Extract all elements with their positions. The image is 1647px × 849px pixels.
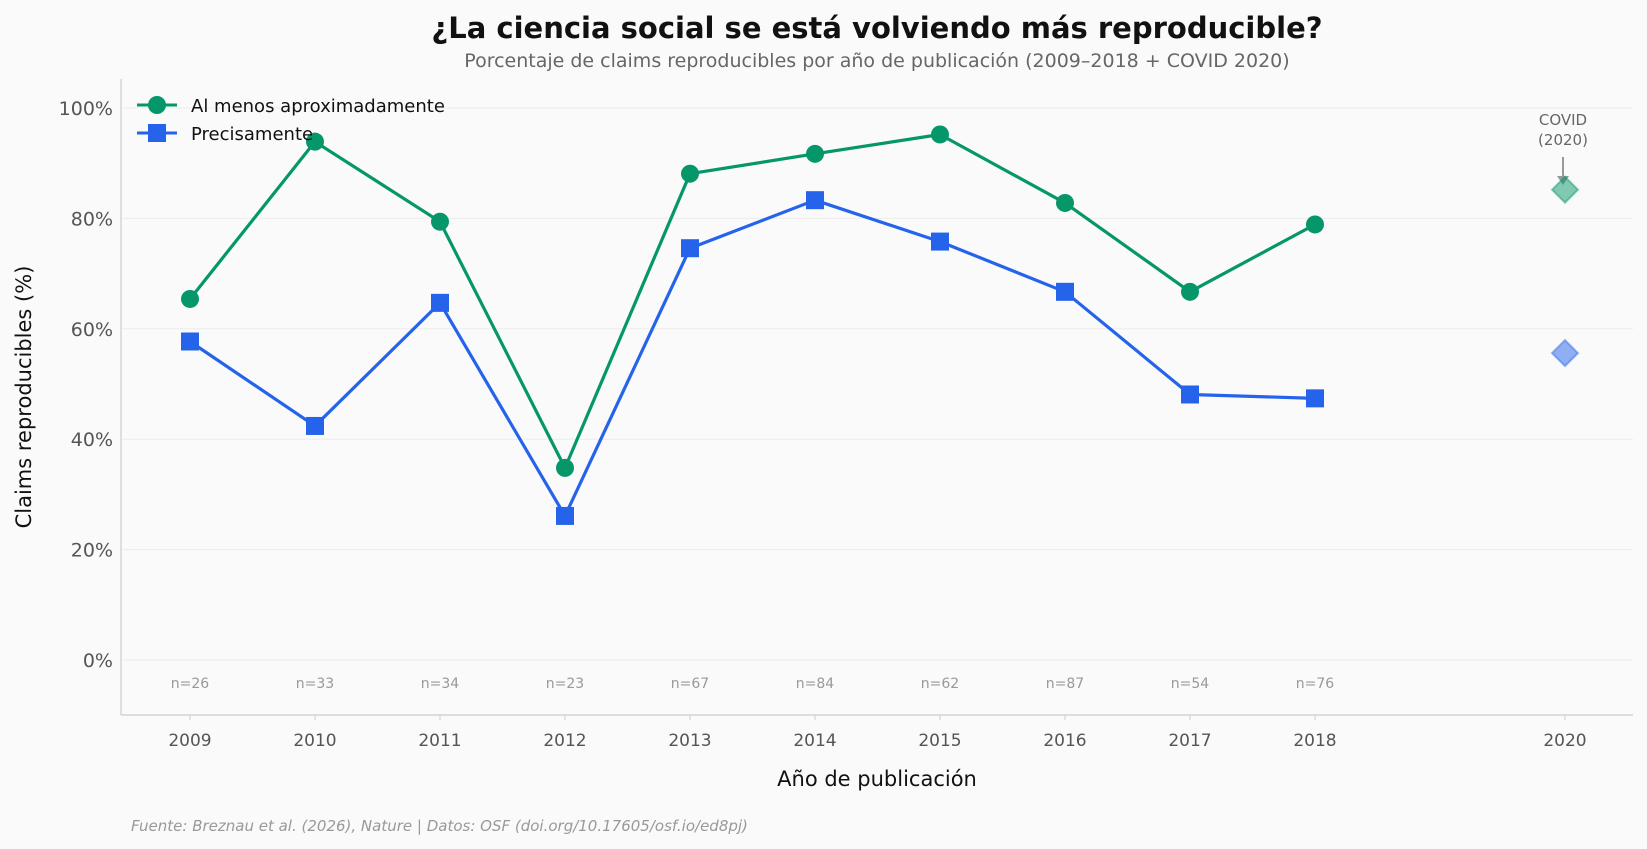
- n-label: n=67: [671, 676, 709, 692]
- y-tick-label: 20%: [71, 540, 113, 562]
- point-precise: [806, 191, 824, 210]
- n-label: n=23: [546, 676, 584, 692]
- x-tick-label: 2010: [293, 731, 336, 751]
- point-precise: [1306, 389, 1324, 408]
- x-tick-label: 2011: [418, 731, 461, 751]
- point-approx: [1056, 193, 1074, 212]
- point-approx: [306, 132, 324, 151]
- series-markers: [181, 125, 1324, 525]
- grid: [121, 107, 1633, 661]
- x-tick-label: 2015: [918, 731, 961, 751]
- point-approx: [681, 164, 699, 183]
- chart-subtitle: Porcentaje de claims reproducibles por a…: [464, 50, 1289, 72]
- x-tick-label: 2020: [1543, 731, 1586, 751]
- point-approx: [431, 212, 449, 231]
- point-approx: [931, 125, 949, 144]
- point-approx: [806, 144, 824, 163]
- y-tick-label: 100%: [59, 98, 113, 120]
- sample-size-labels: n=26 n=33 n=34 n=23 n=67 n=84 n=62 n=87 n=54 n=76: [171, 676, 1335, 692]
- covid-label-line1: COVID: [1539, 111, 1587, 129]
- n-label: n=62: [921, 676, 959, 692]
- source-note: Fuente: Breznau et al. (2026), Nature | …: [131, 817, 748, 835]
- point-approx: [1306, 215, 1324, 234]
- legend-label-precise: Precisamente: [191, 124, 313, 145]
- point-precise: [1181, 385, 1199, 404]
- x-tick-label: 2014: [793, 731, 836, 751]
- n-label: n=84: [796, 676, 835, 692]
- legend-label-approx: Al menos aproximadamente: [191, 96, 445, 117]
- point-approx: [181, 289, 199, 308]
- point-precise: [681, 239, 699, 258]
- x-tick-label: 2018: [1293, 731, 1336, 751]
- y-tick-label: 0%: [83, 650, 113, 672]
- series-lines: [188, 132, 1316, 518]
- point-precise: [431, 293, 449, 312]
- n-label: n=87: [1046, 676, 1084, 692]
- n-label: n=34: [421, 676, 460, 692]
- legend-marker-approx: [148, 96, 166, 114]
- legend-marker-precise: [148, 124, 166, 142]
- y-tick-label: 40%: [71, 429, 113, 451]
- point-precise: [1056, 282, 1074, 301]
- y-axis-label: Claims reproducibles (%): [12, 266, 36, 529]
- point-precise: [556, 506, 574, 525]
- n-label: n=33: [296, 676, 334, 692]
- x-axis-label: Año de publicación: [777, 767, 977, 791]
- covid-label-line2: (2020): [1538, 131, 1588, 149]
- point-precise: [306, 416, 324, 435]
- x-tick-label: 2017: [1168, 731, 1211, 751]
- covid-annotation: COVID (2020): [1538, 111, 1588, 368]
- covid-point-precise: [1550, 338, 1580, 368]
- x-ticks: 2009 2010 2011 2012 2013 2014 2015 2016 2017 2018…: [168, 715, 1587, 751]
- y-ticks: 0% 20% 40% 60% 80% 100%: [59, 98, 113, 672]
- legend: Al menos aproximadamente Precisamente: [137, 96, 445, 145]
- point-approx: [556, 458, 574, 477]
- x-tick-label: 2009: [168, 731, 211, 751]
- x-tick-label: 2012: [543, 731, 586, 751]
- chart-title: ¿La ciencia social se está volviendo más…: [431, 11, 1322, 45]
- x-tick-label: 2016: [1043, 731, 1086, 751]
- point-precise: [181, 332, 199, 351]
- covid-point-approx: [1550, 175, 1580, 205]
- y-tick-label: 80%: [71, 208, 113, 230]
- n-label: n=54: [1171, 676, 1210, 692]
- n-label: n=76: [1296, 676, 1335, 692]
- series-line-1: [189, 198, 1316, 518]
- point-precise: [931, 232, 949, 251]
- point-approx: [1181, 282, 1199, 301]
- series-line-0: [188, 132, 1316, 470]
- n-label: n=26: [171, 676, 210, 692]
- x-tick-label: 2013: [668, 731, 711, 751]
- y-tick-label: 60%: [71, 319, 113, 341]
